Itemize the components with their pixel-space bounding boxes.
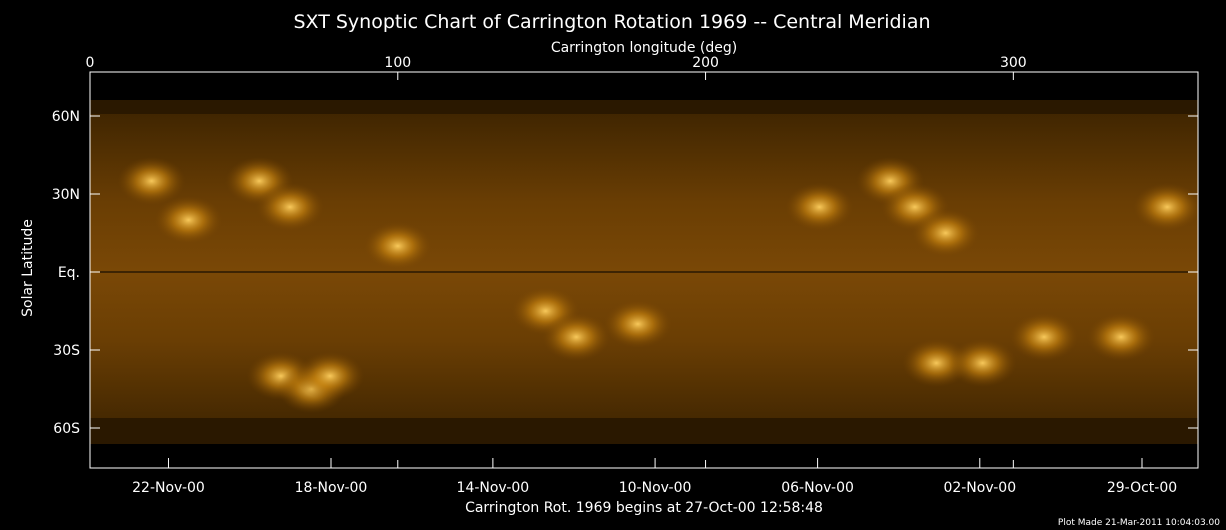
bright-region: [296, 352, 365, 400]
bright-region: [1133, 183, 1198, 231]
chart-title: SXT Synoptic Chart of Carrington Rotatio…: [293, 11, 930, 33]
bright-region: [785, 183, 854, 231]
bright-region: [154, 196, 223, 244]
bottom-tick-label: 22-Nov-00: [132, 480, 205, 496]
top-tick-label: 300: [1000, 55, 1027, 71]
bright-region: [603, 300, 672, 348]
bottom-tick-label: 18-Nov-00: [295, 480, 368, 496]
bright-region: [1010, 313, 1079, 361]
y-axis-label: Solar Latitude: [20, 219, 36, 317]
bottom-tick-label: 02-Nov-00: [943, 480, 1016, 496]
bright-region: [542, 313, 611, 361]
bright-region: [256, 183, 325, 231]
bright-region: [948, 339, 1017, 387]
top-tick-label: 200: [692, 55, 719, 71]
top-axis-label: Carrington longitude (deg): [551, 40, 737, 56]
plot-frame: [89, 71, 1199, 469]
bottom-axis-label: Carrington Rot. 1969 begins at 27-Oct-00…: [465, 500, 823, 516]
polar-band-top: [90, 100, 1198, 114]
plot-made-stamp: Plot Made 21-Mar-2011 10:04:03.00: [1058, 518, 1220, 528]
bright-region: [1087, 313, 1156, 361]
bright-region: [363, 222, 432, 270]
bright-region: [911, 209, 980, 257]
y-tick-label: 60S: [53, 421, 80, 437]
y-tick-label: Eq.: [58, 265, 80, 281]
bottom-tick-label: 14-Nov-00: [457, 480, 530, 496]
y-tick-label: 30N: [52, 187, 80, 203]
top-tick-label: 0: [86, 55, 95, 71]
bottom-tick-label: 29-Oct-00: [1107, 480, 1177, 496]
top-tick-label: 100: [384, 55, 411, 71]
polar-band-bottom: [90, 418, 1198, 444]
bright-region: [117, 157, 186, 205]
y-tick-label: 30S: [53, 343, 80, 359]
bottom-tick-label: 06-Nov-00: [781, 480, 854, 496]
y-tick-label: 60N: [52, 109, 80, 125]
bottom-tick-label: 10-Nov-00: [619, 480, 692, 496]
